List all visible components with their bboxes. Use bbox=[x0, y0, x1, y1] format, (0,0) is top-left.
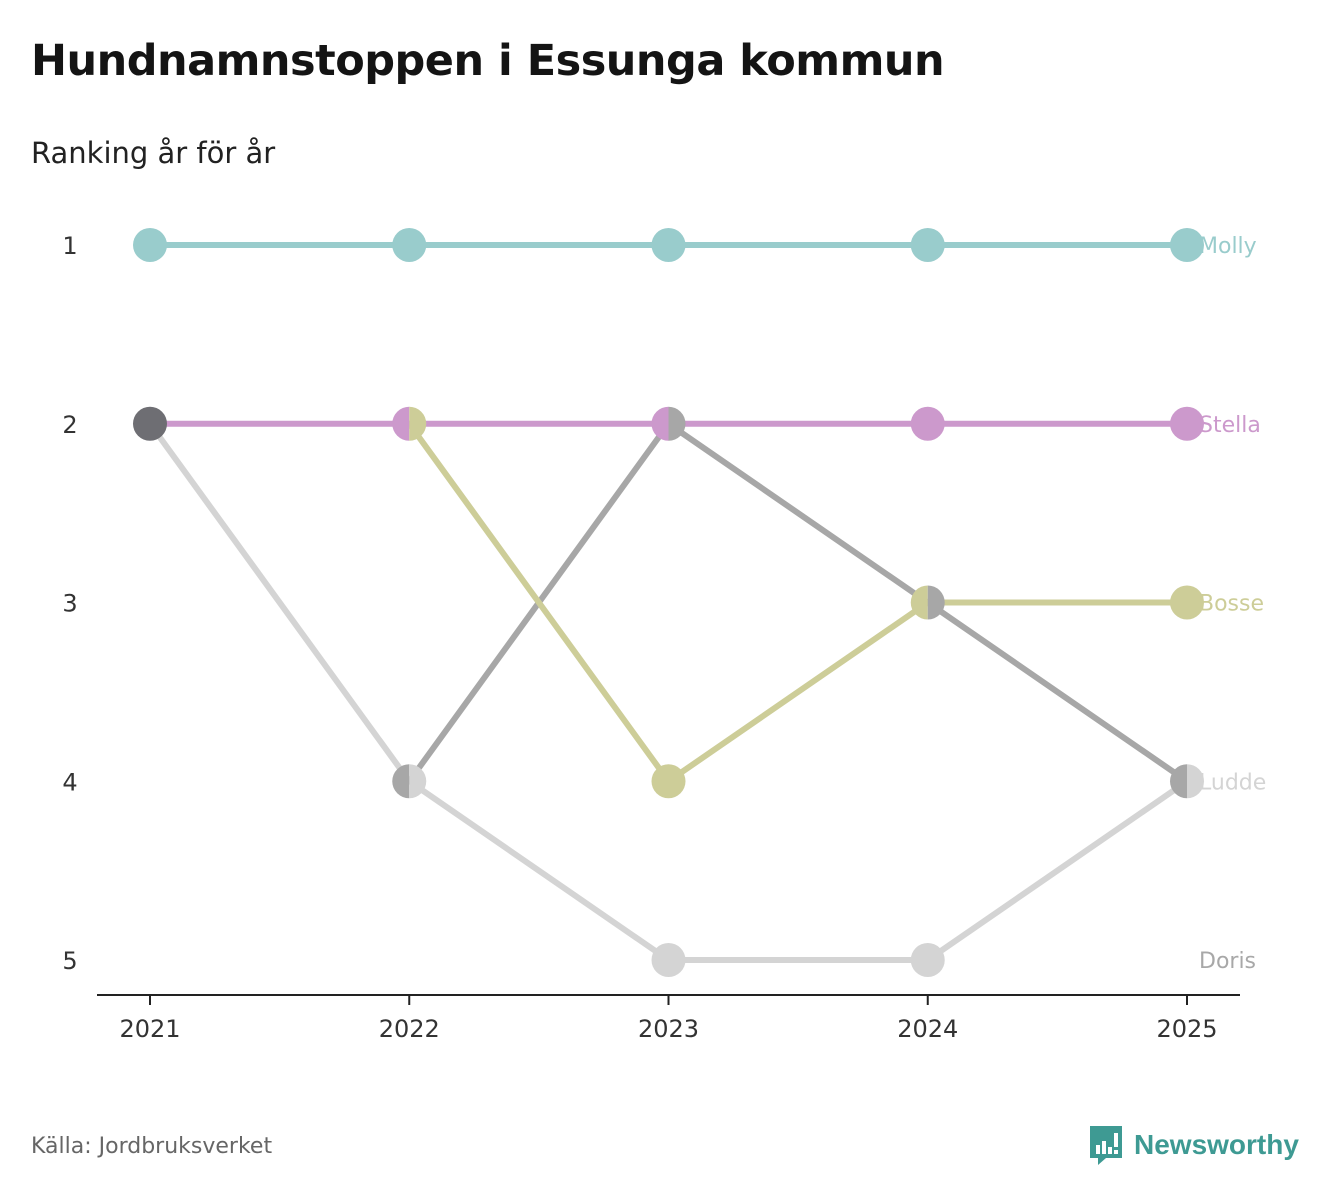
y-tick-label: 1 bbox=[62, 232, 77, 260]
source-note: Källa: Jordbruksverket bbox=[31, 1134, 273, 1159]
point-half-ludde bbox=[1170, 764, 1187, 799]
point-molly bbox=[651, 228, 686, 262]
point-half-ludde bbox=[927, 585, 945, 620]
point-bosse bbox=[1170, 585, 1204, 620]
point-doris bbox=[910, 943, 945, 977]
point-half-ludde bbox=[668, 406, 686, 441]
x-tick-label: 2023 bbox=[638, 1015, 699, 1043]
series-label-molly: Molly bbox=[1199, 234, 1257, 259]
x-tick-label: 2022 bbox=[379, 1015, 440, 1043]
point-half-doris bbox=[1187, 764, 1204, 799]
series-line-bosse bbox=[406, 420, 1190, 785]
series-label-stella: Stella bbox=[1199, 413, 1261, 438]
brand-logo[interactable]: Newsworthy bbox=[1088, 1124, 1299, 1166]
chart-subtitle: Ranking år för år bbox=[31, 136, 276, 170]
y-tick-label: 3 bbox=[62, 590, 77, 618]
chart-title: Hundnamnstoppen i Essunga kommun bbox=[31, 36, 945, 86]
point-bosse bbox=[651, 764, 686, 799]
point-stella bbox=[1170, 406, 1204, 441]
point-half-bosse bbox=[409, 406, 427, 441]
series-label-ludde: Ludde bbox=[1199, 770, 1266, 795]
shared-point bbox=[133, 406, 167, 441]
point-molly bbox=[1170, 228, 1204, 262]
brand-name: Newsworthy bbox=[1134, 1129, 1299, 1160]
point-molly bbox=[910, 228, 945, 262]
point-molly bbox=[133, 228, 167, 262]
point-stella bbox=[910, 406, 945, 441]
x-tick-label: 2024 bbox=[897, 1015, 958, 1043]
y-tick-label: 5 bbox=[62, 947, 77, 975]
point-half-stella bbox=[651, 406, 669, 441]
y-tick-label: 4 bbox=[62, 768, 77, 796]
point-half-bosse bbox=[910, 585, 928, 620]
point-half-stella bbox=[392, 406, 410, 441]
series-label-bosse: Bosse bbox=[1199, 592, 1264, 617]
point-doris bbox=[651, 943, 686, 977]
y-tick-label: 2 bbox=[62, 411, 77, 439]
point-half-doris bbox=[409, 764, 427, 799]
x-tick-label: 2025 bbox=[1156, 1015, 1217, 1043]
series-line-doris bbox=[147, 420, 1190, 963]
point-molly bbox=[392, 228, 427, 262]
point-half-ludde bbox=[392, 764, 410, 799]
series-label-doris: Doris bbox=[1199, 949, 1256, 974]
newsworthy-logo-icon bbox=[1090, 1126, 1122, 1165]
x-tick-label: 2021 bbox=[119, 1015, 180, 1043]
